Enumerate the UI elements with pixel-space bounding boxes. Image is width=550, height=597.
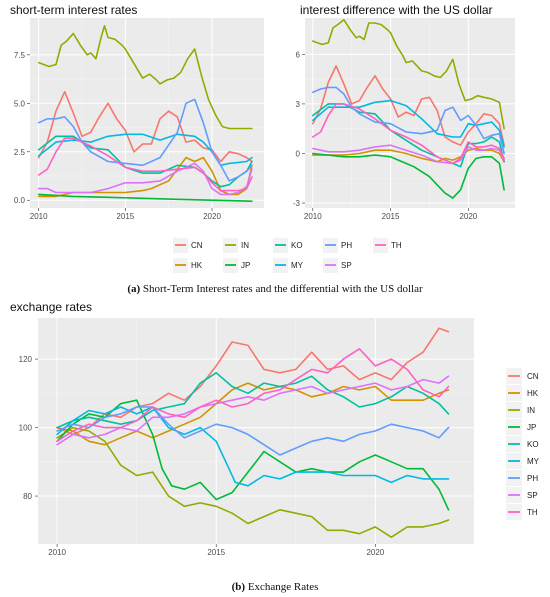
interest-difference-chart: interest difference with the US dollar 2… xyxy=(293,3,515,221)
legend-label: KO xyxy=(291,241,303,250)
legend-item-th: TH xyxy=(506,504,538,520)
legend-item-th: TH xyxy=(373,238,402,253)
series-line-sp xyxy=(312,144,505,165)
y-tick-label: 6 xyxy=(296,50,301,59)
legend-item-jp: JP xyxy=(506,419,536,435)
legend-item-sp: SP xyxy=(506,487,538,503)
legend-item-ph: PH xyxy=(323,238,352,253)
y-tick-label: 0.0 xyxy=(14,196,26,205)
x-tick-label: 2015 xyxy=(116,212,134,221)
legend-label: JP xyxy=(241,261,250,270)
series-line-cn xyxy=(37,90,253,163)
legend-label: KO xyxy=(527,440,539,449)
legend-label: IN xyxy=(527,406,535,415)
x-tick-label: 2010 xyxy=(30,212,48,221)
legend-item-jp: JP xyxy=(223,258,250,273)
legend-item-ko: KO xyxy=(506,436,539,452)
x-tick-label: 2020 xyxy=(203,212,221,221)
series-line-ph xyxy=(37,98,253,182)
series-line-th xyxy=(312,103,505,165)
caption-a: (a) Short-Term Interest rates and the di… xyxy=(127,283,423,295)
legend-item-cn: CN xyxy=(173,238,203,253)
series-line-th xyxy=(56,348,450,443)
legend-label: TH xyxy=(391,241,402,250)
legend-label: SP xyxy=(527,491,538,500)
legend-label: PH xyxy=(527,474,538,483)
series-line-sp xyxy=(37,162,253,196)
caption-b-text: Exchange Rates xyxy=(245,581,318,593)
legend-label: JP xyxy=(527,423,536,432)
x-tick-label: 2020 xyxy=(366,548,384,557)
exchange-rates-chart: exchange rates 2010 2015 2020 80 100 120 xyxy=(10,300,474,557)
series-line-ph xyxy=(312,86,505,155)
x-tick-label: 2015 xyxy=(207,548,225,557)
series-line-th xyxy=(37,137,253,192)
y-tick-label: 0 xyxy=(296,149,301,158)
legend-label: SP xyxy=(341,261,352,270)
y-tick-label: -3 xyxy=(293,199,301,208)
legend-item-cn: CN xyxy=(506,368,539,384)
legend-label: MY xyxy=(527,457,540,466)
legend-item-sp: SP xyxy=(323,258,352,273)
legend-item-hk: HK xyxy=(506,385,539,401)
caption-a-text: Short-Term Interest rates and the differ… xyxy=(140,283,423,295)
y-tick-label: 100 xyxy=(19,424,33,433)
series-line-ko xyxy=(56,372,450,429)
y-tick-label: 5.0 xyxy=(14,99,26,108)
caption-a-label: (a) xyxy=(127,283,140,295)
legend-item-hk: HK xyxy=(173,258,203,273)
x-tick-label: 2015 xyxy=(382,212,400,221)
plot-background xyxy=(38,318,474,544)
series-line-ph xyxy=(56,406,450,456)
series-line-cn xyxy=(56,327,450,436)
x-tick-label: 2010 xyxy=(304,212,322,221)
series-line-in xyxy=(56,426,450,538)
legend-item-ko: KO xyxy=(273,238,303,253)
legend-label: HK xyxy=(527,389,539,398)
legend-item-ph: PH xyxy=(506,470,538,486)
legend-label: CN xyxy=(527,372,539,381)
legend-label: CN xyxy=(191,241,203,250)
caption-b-label: (b) xyxy=(232,581,246,593)
chart-title: exchange rates xyxy=(10,300,92,314)
plot-background xyxy=(30,18,264,208)
series-line-in xyxy=(37,25,253,130)
y-tick-label: 7.5 xyxy=(14,51,26,60)
legend-label: TH xyxy=(527,508,538,517)
series-line-jp xyxy=(312,152,505,199)
legend-item-my: MY xyxy=(506,453,540,469)
chart-title: short-term interest rates xyxy=(10,3,137,17)
legend-a: CN HK IN JP KO MY PH SP TH xyxy=(173,238,402,273)
legend-item-in: IN xyxy=(223,238,249,253)
legend-item-in: IN xyxy=(506,402,535,418)
series-line-in xyxy=(312,18,505,130)
y-tick-label: 3 xyxy=(296,100,301,109)
legend-label: HK xyxy=(191,261,203,270)
legend-label: MY xyxy=(291,261,304,270)
legend-b: CN HK IN JP KO MY PH SP TH xyxy=(506,368,540,520)
y-tick-label: 120 xyxy=(19,355,33,364)
y-tick-label: 80 xyxy=(23,492,32,501)
legend-label: IN xyxy=(241,241,249,250)
legend-item-my: MY xyxy=(273,258,304,273)
series-line-my xyxy=(56,406,450,487)
interest-rates-chart: short-term interest rates 2010 2015 2020 0.… xyxy=(10,3,264,221)
series-line-jp xyxy=(56,399,450,511)
chart-title: interest difference with the US dollar xyxy=(300,3,493,17)
x-tick-label: 2010 xyxy=(48,548,66,557)
y-tick-label: 2.5 xyxy=(14,148,26,157)
caption-b: (b) Exchange Rates xyxy=(232,581,319,593)
series-line-jp xyxy=(37,193,253,202)
legend-label: PH xyxy=(341,241,352,250)
x-tick-label: 2020 xyxy=(459,212,477,221)
